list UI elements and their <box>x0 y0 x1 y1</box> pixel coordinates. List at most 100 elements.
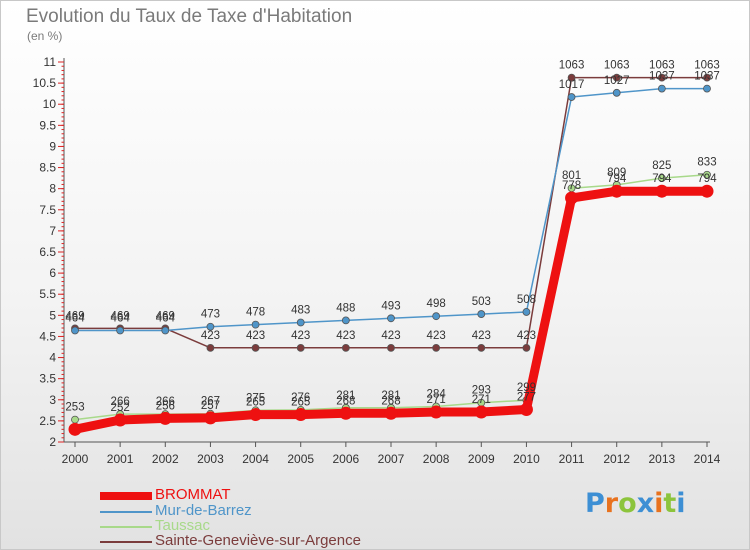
data-point-brommat <box>519 402 533 416</box>
data-label-taussac: 833 <box>697 157 716 169</box>
data-label-mur-de-barrez: 473 <box>201 309 220 321</box>
data-label-mur-de-barrez: 488 <box>336 302 355 314</box>
data-label-taussac: 281 <box>336 390 355 402</box>
legend-label-brommat: BROMMAT <box>155 486 231 503</box>
data-label-sainte-genevieve: 469 <box>65 310 84 322</box>
data-point-sainte-genevieve <box>567 73 576 82</box>
y-tick-label: 5 <box>49 308 56 322</box>
data-point-mur-de-barrez <box>477 310 486 318</box>
y-tick-label: 9 <box>49 139 56 153</box>
data-point-sainte-genevieve <box>612 73 621 82</box>
y-tick-label: 9.5 <box>39 118 56 132</box>
x-tick-label: 2011 <box>559 452 585 466</box>
data-point-brommat <box>655 184 669 198</box>
data-point-mur-de-barrez <box>71 326 79 335</box>
chart-subtitle: (en %) <box>27 29 63 43</box>
data-point-mur-de-barrez <box>161 326 170 335</box>
data-label-taussac: 253 <box>65 402 84 414</box>
data-label-brommat: 277 <box>517 391 536 403</box>
x-tick-label: 2006 <box>333 452 360 466</box>
data-label-taussac: 267 <box>201 396 220 408</box>
data-point-sainte-genevieve <box>522 343 531 352</box>
data-point-brommat <box>565 191 579 205</box>
data-point-taussac <box>703 170 711 179</box>
data-label-taussac: 293 <box>472 385 491 397</box>
series-line-mur-de-barrez <box>74 87 708 332</box>
legend-swatch-brommat <box>100 492 152 500</box>
x-tick-label: 2007 <box>378 452 405 466</box>
data-label-mur-de-barrez: 1037 <box>694 71 720 83</box>
x-tick-label: 2002 <box>152 452 179 466</box>
data-point-mur-de-barrez <box>251 320 260 329</box>
data-label-mur-de-barrez: 1027 <box>604 75 630 87</box>
data-point-brommat <box>203 411 217 425</box>
data-point-brommat <box>158 411 172 425</box>
legend-label-taussac: Taussac <box>155 517 211 534</box>
data-label-mur-de-barrez: 498 <box>427 298 446 310</box>
data-point-taussac <box>71 415 79 424</box>
data-point-mur-de-barrez <box>432 312 441 321</box>
data-label-sainte-genevieve: 423 <box>472 330 491 342</box>
y-tick-label: 3.5 <box>39 372 56 386</box>
data-label-mur-de-barrez: 1017 <box>559 79 585 91</box>
data-point-mur-de-barrez <box>612 88 621 97</box>
x-tick-label: 2013 <box>649 452 676 466</box>
x-tick-label: 2003 <box>197 452 224 466</box>
logo-letter: o <box>618 488 637 519</box>
data-label-taussac: 266 <box>111 396 130 408</box>
data-point-sainte-genevieve <box>477 343 486 352</box>
data-label-sainte-genevieve: 423 <box>336 330 355 342</box>
data-point-brommat <box>429 405 443 419</box>
legend-swatch-mur-de-barrez <box>100 511 152 513</box>
data-point-mur-de-barrez <box>567 93 576 101</box>
data-point-mur-de-barrez <box>387 314 395 323</box>
series-line-taussac <box>74 173 708 421</box>
logo-letter: P <box>585 488 605 519</box>
logo-letter: t <box>663 488 677 519</box>
data-point-sainte-genevieve <box>432 343 441 352</box>
y-tick-label: 7.5 <box>39 203 56 217</box>
y-tick-label: 2 <box>49 435 56 449</box>
y-tick-label: 3 <box>49 393 56 407</box>
legend-swatch-sainte-genevieve <box>100 541 152 543</box>
x-tick-label: 2010 <box>513 452 540 466</box>
data-label-sainte-genevieve: 1063 <box>649 60 675 72</box>
proxiti-logo: Proxiti <box>585 488 686 519</box>
data-label-sainte-genevieve: 423 <box>246 330 265 342</box>
data-point-brommat <box>700 184 714 198</box>
data-label-brommat: 794 <box>607 173 627 185</box>
y-tick-label: 4 <box>49 351 56 365</box>
x-tick-label: 2000 <box>62 452 89 466</box>
data-label-mur-de-barrez: 464 <box>65 313 85 325</box>
x-tick-label: 2012 <box>603 452 630 466</box>
data-label-mur-de-barrez: 493 <box>381 300 400 312</box>
data-point-sainte-genevieve <box>703 73 711 82</box>
data-label-taussac: 825 <box>652 160 671 172</box>
data-label-mur-de-barrez: 1037 <box>649 71 675 83</box>
data-point-brommat <box>294 408 308 422</box>
data-label-mur-de-barrez: 483 <box>291 305 310 317</box>
x-tick-label: 2009 <box>468 452 495 466</box>
data-point-brommat <box>68 422 82 436</box>
data-point-sainte-genevieve <box>387 343 395 352</box>
data-point-mur-de-barrez <box>341 316 350 325</box>
data-point-taussac <box>657 174 666 183</box>
data-point-mur-de-barrez <box>206 322 215 331</box>
data-label-taussac: 275 <box>246 392 265 404</box>
data-label-sainte-genevieve: 423 <box>427 330 446 342</box>
data-label-mur-de-barrez: 464 <box>156 313 176 325</box>
data-label-brommat: 271 <box>427 394 446 406</box>
data-label-mur-de-barrez: 503 <box>472 296 491 308</box>
x-tick-label: 2004 <box>242 452 269 466</box>
data-label-sainte-genevieve: 423 <box>517 330 536 342</box>
logo-letter: r <box>604 488 619 519</box>
data-label-brommat: 268 <box>336 395 355 407</box>
y-tick-label: 10 <box>43 97 57 111</box>
data-point-brommat <box>384 406 398 420</box>
y-tick-label: 8 <box>49 182 56 196</box>
y-tick-label: 6 <box>49 266 56 280</box>
data-label-taussac: 284 <box>427 389 447 401</box>
data-point-mur-de-barrez <box>703 84 711 93</box>
data-label-taussac: 266 <box>156 396 175 408</box>
